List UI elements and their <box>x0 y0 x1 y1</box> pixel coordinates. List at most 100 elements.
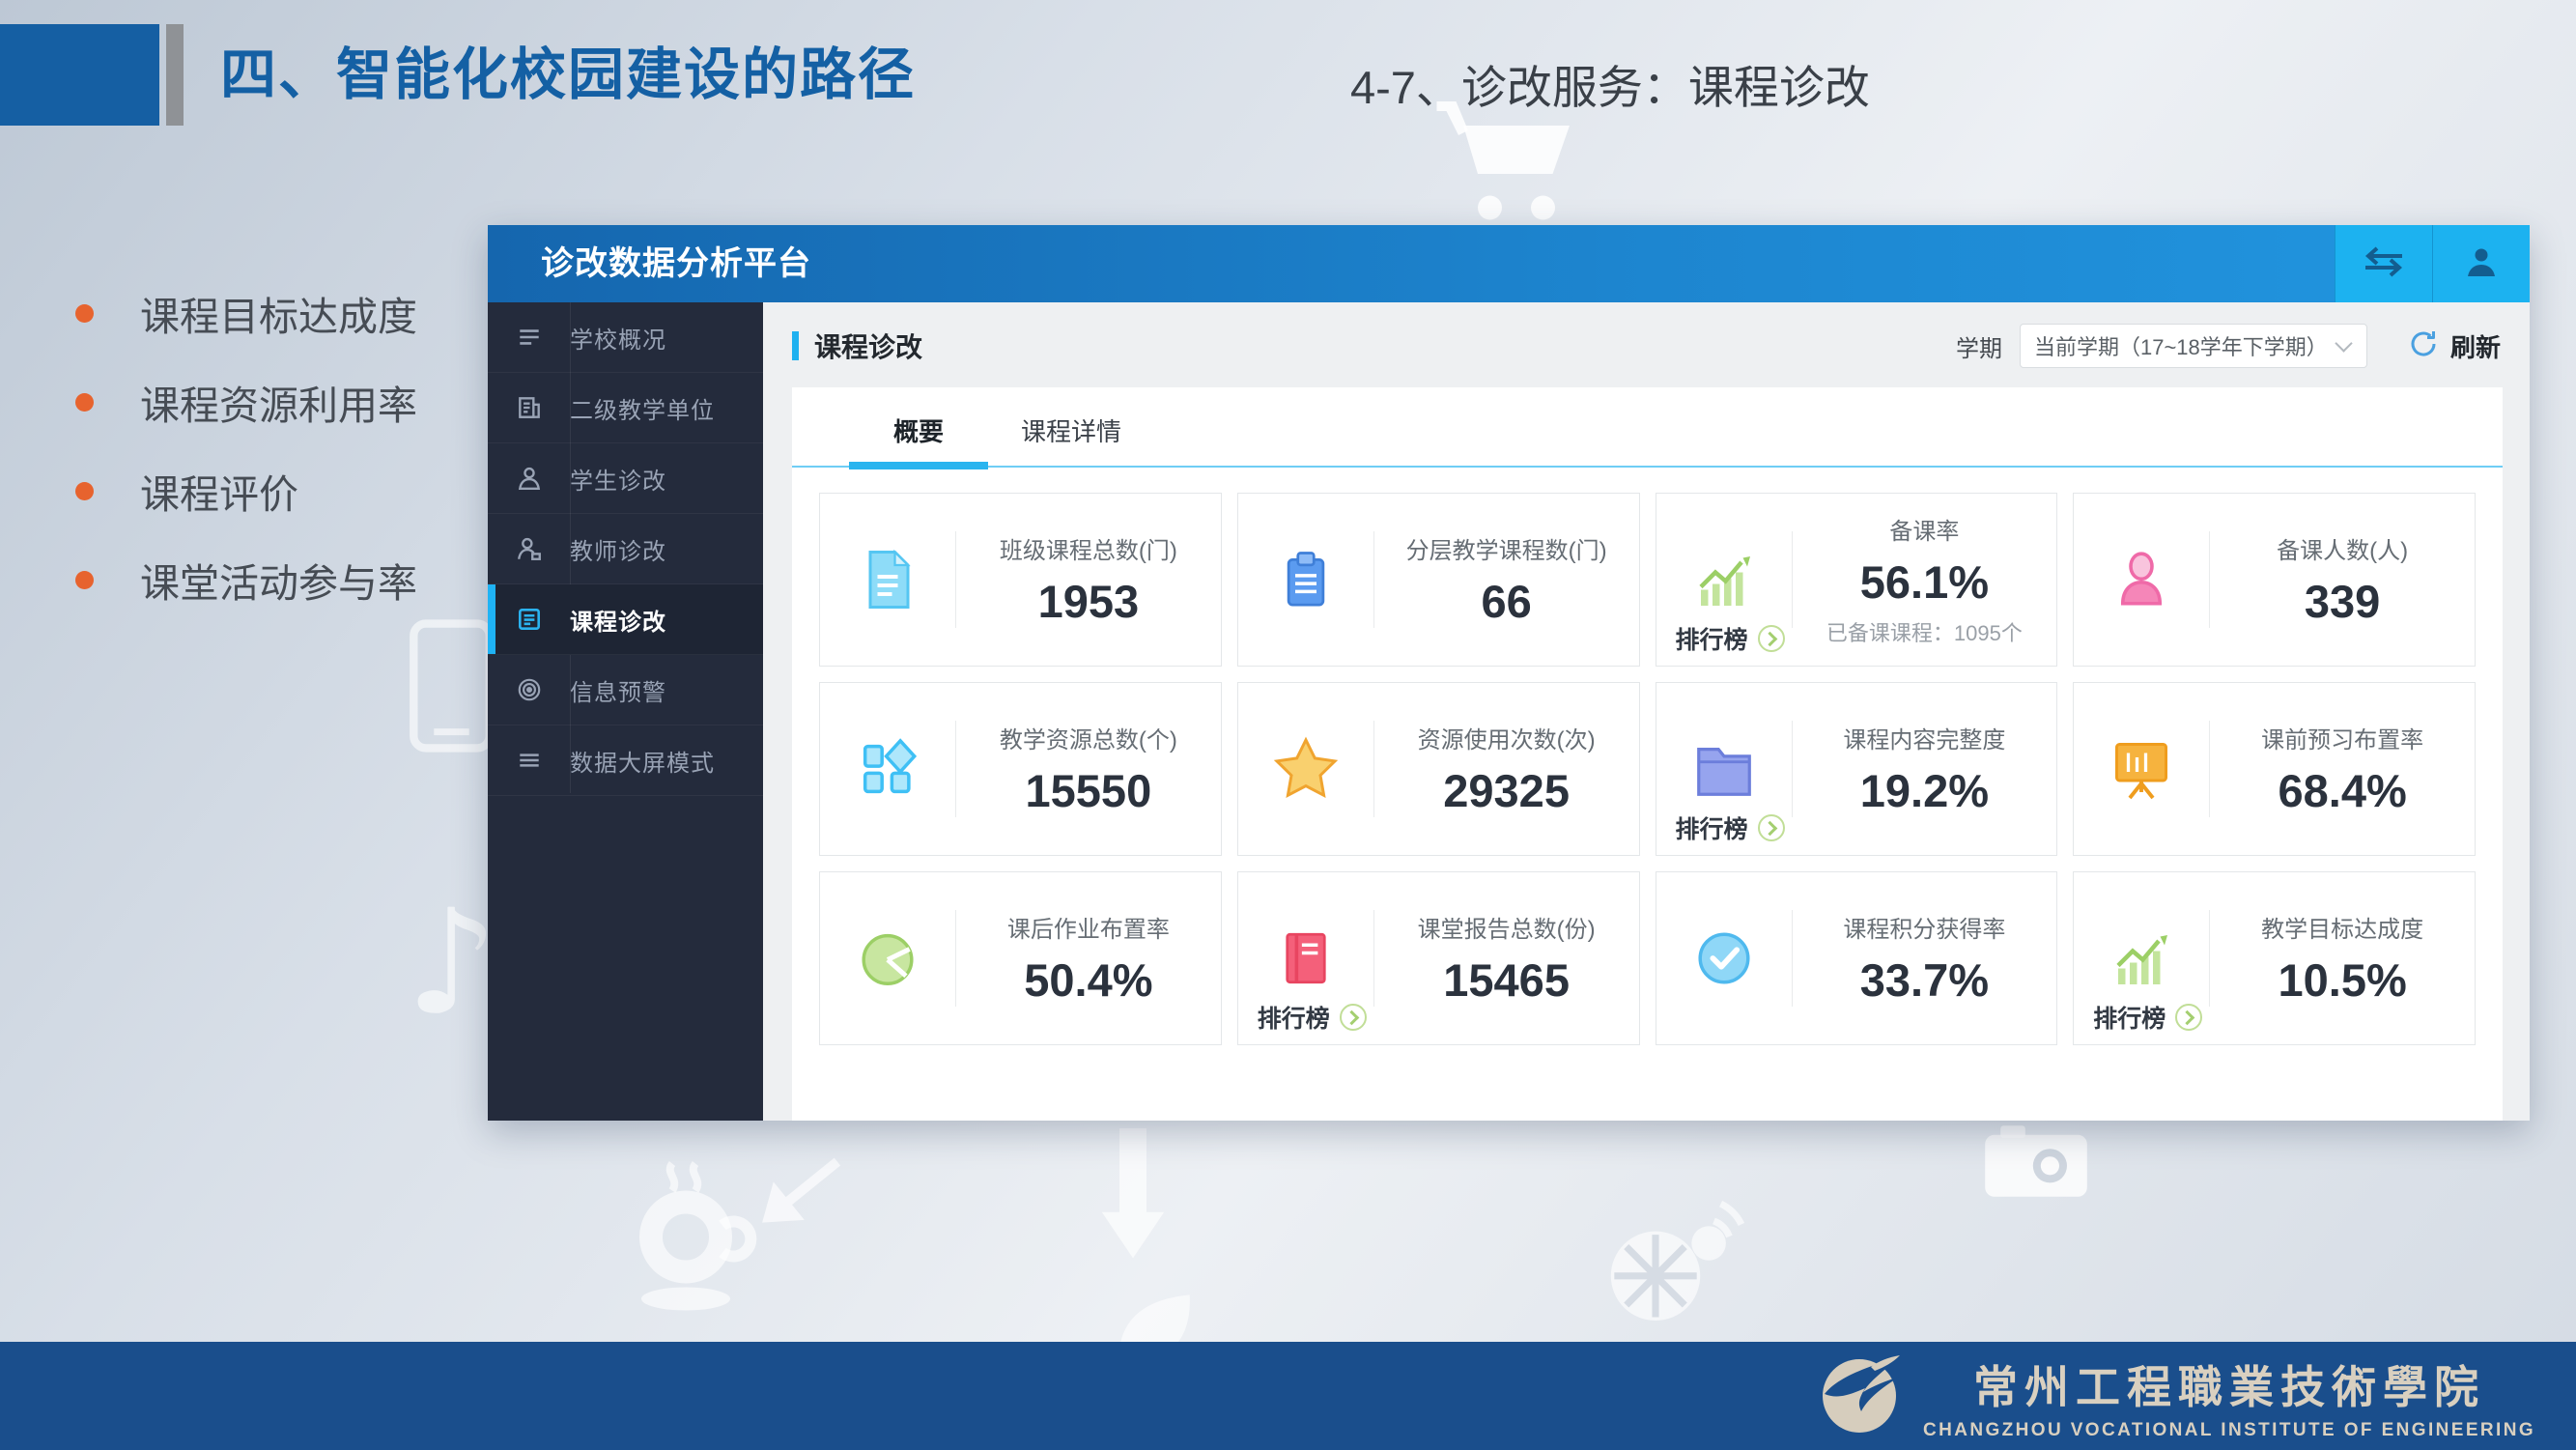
clipboard-icon <box>1238 545 1373 614</box>
metric-value: 50.4% <box>1024 954 1153 1006</box>
sidebar-item-school-overview[interactable]: 学校概况 <box>488 302 763 373</box>
card-main: 课前预习布置率 68.4% <box>2210 721 2475 817</box>
card-divider <box>2209 910 2211 1007</box>
card-divider <box>1373 531 1374 628</box>
user-icon <box>2464 244 2499 284</box>
card-divider <box>955 721 956 817</box>
semester-select[interactable]: 当前学期（17~18学年下学期） <box>2019 324 2367 368</box>
bullet-text: 课程目标达成度 <box>140 295 417 339</box>
metric-value: 68.4% <box>2278 765 2407 816</box>
user-button[interactable] <box>2432 225 2530 302</box>
satellite-dish-icon <box>1594 1186 1748 1331</box>
metric-card-teaching-goal: 教学目标达成度 10.5% 排行榜 <box>2073 871 2476 1045</box>
arrow-down-left-icon <box>736 1128 852 1244</box>
metric-value: 15465 <box>1443 954 1570 1006</box>
trend-up-icon <box>2074 924 2209 993</box>
metric-value: 10.5% <box>2278 954 2407 1006</box>
ranking-link[interactable]: 排行榜 <box>2093 1000 2203 1035</box>
card-main: 资源使用次数(次) 29325 <box>1374 721 1639 817</box>
metric-card-prep-rate: 备课率 56.1% 已备课课程：1095个 排行榜 <box>1655 493 2058 667</box>
metric-card-layered-courses: 分层教学课程数(门) 66 <box>1236 493 1640 667</box>
card-divider <box>1373 721 1374 817</box>
metric-value: 1953 <box>1037 576 1140 627</box>
list-item: 课程资源利用率 <box>75 357 417 446</box>
card-main: 教学资源总数(个) 15550 <box>956 721 1221 817</box>
pie-icon <box>820 924 955 992</box>
arrow-down-icon <box>1099 1128 1167 1264</box>
ranking-label: 排行榜 <box>2093 1006 2166 1033</box>
tab-course-detail[interactable]: 课程详情 <box>1021 417 1122 446</box>
coffee-cup-icon <box>614 1155 769 1315</box>
screen-lines-icon <box>488 747 570 774</box>
card-main: 备课率 56.1% 已备课课程：1095个 <box>1793 512 2057 647</box>
bullet-dot-icon <box>75 303 94 323</box>
bullet-dot-icon <box>75 570 94 589</box>
chevron-right-icon <box>2175 1004 2203 1031</box>
corner-accent-block <box>0 24 159 126</box>
shopping-cart-icon <box>1430 97 1574 222</box>
sidebar-item-label: 教师诊改 <box>570 538 666 565</box>
list-item: 课程评价 <box>75 446 417 535</box>
list-item: 课程目标达成度 <box>75 269 417 357</box>
dashboard-body: 学校概况 二级教学单位 学生诊改 教师诊改 课程诊改 <box>488 302 2530 1121</box>
ranking-label: 排行榜 <box>1675 627 1748 654</box>
sidebar-item-label: 学生诊改 <box>570 468 666 495</box>
metric-cards-grid: 班级课程总数(门) 1953 分层教学课程数(门) 66 <box>792 468 2503 1070</box>
sidebar-item-label: 课程诊改 <box>570 609 666 636</box>
student-icon <box>488 465 570 492</box>
bullet-dot-icon <box>75 481 94 500</box>
metric-card-class-course-total: 班级课程总数(门) 1953 <box>819 493 1222 667</box>
sidebar-item-course[interactable]: 课程诊改 <box>488 584 763 655</box>
school-logo-block: 常州工程職業技術學院 CHANGZHOU VOCATIONAL INSTITUT… <box>1815 1350 2535 1443</box>
page-title: 课程诊改 <box>814 332 923 362</box>
chevron-right-icon <box>1339 1004 1367 1031</box>
metric-label: 分层教学课程数(门) <box>1405 538 1607 564</box>
card-main: 分层教学课程数(门) 66 <box>1374 531 1639 628</box>
card-divider <box>955 531 956 628</box>
ranking-link[interactable]: 排行榜 <box>1258 1000 1367 1035</box>
metric-value: 29325 <box>1443 765 1570 816</box>
list-item: 课堂活动参与率 <box>75 535 417 624</box>
card-main: 课后作业布置率 50.4% <box>956 910 1221 1007</box>
school-name-en: CHANGZHOU VOCATIONAL INSTITUTE OF ENGINE… <box>1922 1419 2535 1440</box>
metric-label: 课后作业布置率 <box>1006 917 1170 943</box>
metric-card-points-rate: 课程积分获得率 33.7% <box>1655 871 2058 1045</box>
metric-label: 课程积分获得率 <box>1843 917 2006 943</box>
main-content: 课程诊改 学期 当前学期（17~18学年下学期） 刷新 <box>763 302 2530 1121</box>
sidebar-item-student[interactable]: 学生诊改 <box>488 443 763 514</box>
ranking-label: 排行榜 <box>1675 816 1748 843</box>
content-toolbar: 课程诊改 学期 当前学期（17~18学年下学期） 刷新 <box>763 316 2530 376</box>
star-icon <box>1238 734 1373 804</box>
sidebar-item-alerts[interactable]: 信息预警 <box>488 655 763 725</box>
transfer-icon <box>2364 245 2404 283</box>
refresh-label: 刷新 <box>2449 332 2501 362</box>
person-icon <box>2074 545 2209 614</box>
transfer-button[interactable] <box>2335 225 2432 302</box>
phone-icon <box>406 618 497 753</box>
ranking-link[interactable]: 排行榜 <box>1676 621 1785 656</box>
sidebar-item-big-screen[interactable]: 数据大屏模式 <box>488 725 763 796</box>
menu-lines-icon <box>488 324 570 351</box>
metric-card-prep-people: 备课人数(人) 339 <box>2073 493 2476 667</box>
easel-icon <box>2074 734 2209 804</box>
refresh-button[interactable]: 刷新 <box>2408 328 2501 364</box>
folder-icon <box>1656 735 1792 803</box>
tab-overview[interactable]: 概要 <box>848 412 989 469</box>
book-icon <box>1238 924 1373 993</box>
course-doc-icon <box>488 606 570 633</box>
sidebar-item-secondary-units[interactable]: 二级教学单位 <box>488 373 763 443</box>
school-logo-icon <box>1815 1350 1904 1443</box>
semester-label: 学期 <box>1955 335 2002 362</box>
metric-value: 19.2% <box>1859 765 1990 816</box>
ranking-link[interactable]: 排行榜 <box>1676 810 1785 845</box>
metric-label: 教学资源总数(个) <box>999 727 1177 753</box>
sidebar-item-teacher[interactable]: 教师诊改 <box>488 514 763 584</box>
breadcrumb-accent-bar <box>792 331 799 360</box>
music-note-icon: ♪ <box>406 879 498 1047</box>
slide-subtitle: 4-7、诊改服务：课程诊改 <box>1350 62 1870 113</box>
document-icon <box>820 545 955 614</box>
chevron-right-icon <box>1757 625 1785 652</box>
dashboard-header: 诊改数据分析平台 <box>488 225 2530 302</box>
card-main: 课程积分获得率 33.7% <box>1793 910 2057 1007</box>
